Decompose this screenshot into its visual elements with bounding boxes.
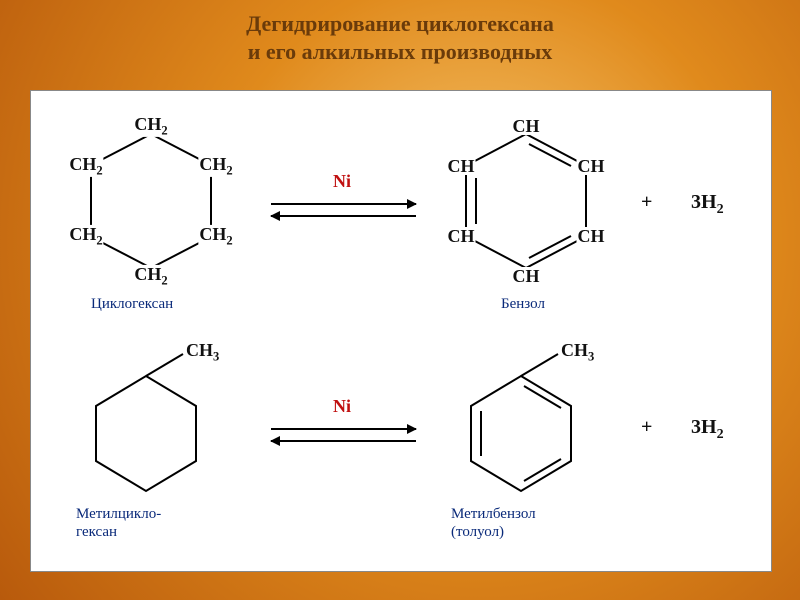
reaction-2: CH3 Метилцикло- гексан Ni bbox=[31, 346, 771, 556]
toluene-label-2: (толуол) bbox=[451, 524, 504, 541]
mch-bonds bbox=[71, 346, 251, 516]
cyclohexane-bonds bbox=[66, 116, 236, 286]
title-block: Дегидрирование циклогексана и его алкиль… bbox=[0, 10, 800, 65]
benzene-label: Бензол bbox=[501, 296, 545, 313]
toluene-structure: CH3 bbox=[446, 346, 626, 516]
ch2-br: CH2 bbox=[198, 225, 233, 247]
plus-1: + bbox=[641, 191, 652, 214]
h2-text: 3H bbox=[691, 191, 717, 213]
benzene-structure: CH CH CH CH CH CH bbox=[441, 116, 611, 286]
ch-br: CH bbox=[577, 227, 606, 245]
ch-tl: CH bbox=[447, 157, 476, 175]
title-line-1: Дегидрирование циклогексана bbox=[0, 10, 800, 38]
ch-bottom: CH bbox=[512, 267, 541, 285]
toluene-substituent: CH3 bbox=[561, 340, 594, 365]
cyclohexane-label: Циклогексан bbox=[91, 296, 173, 313]
cyclohexane-structure: CH2 CH2 CH2 CH2 CH2 CH2 bbox=[66, 116, 236, 286]
mch-label-2: гексан bbox=[76, 524, 117, 541]
plus-2: + bbox=[641, 416, 652, 439]
ch2-top: CH2 bbox=[133, 115, 168, 137]
reactions-panel: CH2 CH2 CH2 CH2 CH2 CH2 Циклогексан Ni bbox=[30, 90, 772, 572]
title-line-2: и его алкильных производных bbox=[0, 38, 800, 66]
ch-tr: CH bbox=[577, 157, 606, 175]
ch2-bottom: CH2 bbox=[133, 265, 168, 287]
reaction-1: CH2 CH2 CH2 CH2 CH2 CH2 Циклогексан Ni bbox=[31, 111, 771, 331]
ch2-tr: CH2 bbox=[198, 155, 233, 177]
h2-sub: 2 bbox=[717, 202, 724, 217]
benzene-bonds bbox=[441, 116, 611, 286]
ch-top: CH bbox=[512, 117, 541, 135]
mch-substituent: CH3 bbox=[186, 340, 219, 365]
slide-stage: Дегидрирование циклогексана и его алкиль… bbox=[0, 0, 800, 600]
toluene-label-1: Метилбензол bbox=[451, 506, 536, 523]
toluene-bonds bbox=[446, 346, 626, 516]
catalyst-2: Ni bbox=[333, 396, 351, 417]
mch-label-1: Метилцикло- bbox=[76, 506, 161, 523]
methylcyclohexane-structure: CH3 bbox=[71, 346, 251, 516]
catalyst-1: Ni bbox=[333, 171, 351, 192]
h2-sub-2: 2 bbox=[717, 427, 724, 442]
h2-1: 3H2 bbox=[691, 191, 724, 218]
h2-text-2: 3H bbox=[691, 416, 717, 438]
ch2-bl: CH2 bbox=[68, 225, 103, 247]
ch-bl: CH bbox=[447, 227, 476, 245]
h2-2: 3H2 bbox=[691, 416, 724, 443]
ch2-tl: CH2 bbox=[68, 155, 103, 177]
